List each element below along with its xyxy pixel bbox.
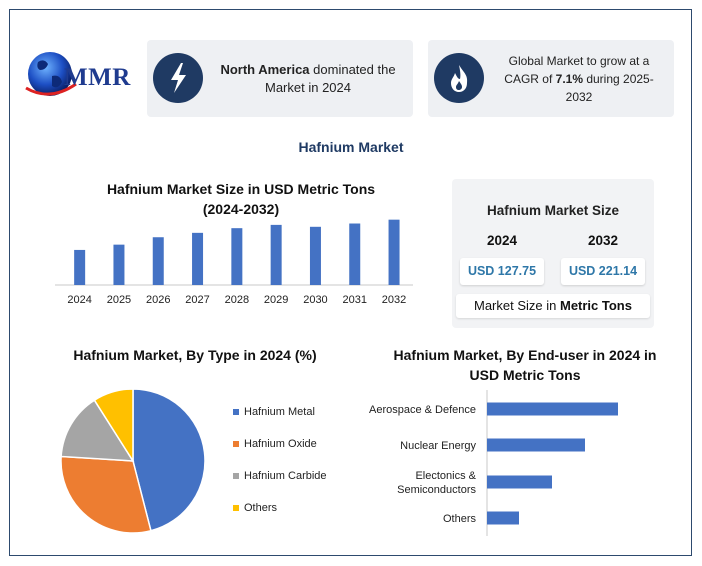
pie-slice [60, 399, 135, 462]
highlight-cagr-text: Global Market to grow at a CAGR of 7.1% … [492, 40, 666, 117]
end-year: 2032 [587, 233, 619, 248]
bar [192, 232, 204, 285]
x-tick-label: 2024 [67, 294, 91, 306]
highlight-region-bold: North America [220, 61, 310, 77]
legend-label: Hafnium Carbide [244, 470, 327, 482]
highlight-cagr-pre: Global Market to grow at a CAGR of [504, 53, 650, 86]
legend-item: Hafnium Oxide [233, 438, 317, 450]
x-tick-label: 2028 [225, 294, 249, 306]
y-tick-label: Others [443, 513, 477, 525]
highlight-region-text: North America dominated the Market in 20… [211, 40, 405, 117]
bar [74, 249, 86, 285]
market-size-bar-chart: 2024 2025 2026 2027 2028 2029 2030 2031 2032 [55, 219, 413, 306]
legend-swatch [233, 505, 239, 511]
legend-swatch [233, 473, 239, 479]
x-tick-label: 2030 [303, 294, 327, 306]
highlight-card-cagr: Global Market to grow at a CAGR of 7.1% … [428, 40, 674, 117]
legend-label: Others [244, 502, 278, 514]
bar [487, 438, 585, 452]
bar [152, 237, 164, 285]
x-tick-label: 2032 [382, 294, 406, 306]
unit-bold: Metric Tons [559, 298, 632, 313]
end-user-chart-title: Hafnium Market, By End-user in 2024 in U… [393, 347, 657, 383]
bar [231, 228, 243, 285]
x-tick-label: 2026 [146, 294, 170, 306]
highlight-cagr-post: during 2025-2032 [565, 71, 654, 104]
type-pie-chart-title: Hafnium Market, By Type in 2024 (%) [73, 347, 317, 363]
highlight-cagr-bold: 7.1% [555, 71, 583, 86]
legend-item: Hafnium Carbide [233, 470, 327, 482]
bar [487, 402, 618, 416]
legend-item: Hafnium Metal [233, 406, 315, 418]
y-tick-label: Nuclear Energy [400, 440, 476, 452]
lightning-icon [153, 53, 203, 103]
type-pie-chart [60, 388, 206, 534]
legend-label: Hafnium Oxide [244, 438, 317, 450]
pie-slice [132, 388, 206, 532]
end-value: USD 221.14 [561, 258, 645, 285]
mmr-logo: MMR [20, 48, 138, 104]
pie-slice [93, 388, 134, 464]
market-size-card-title: Hafnium Market Size [486, 203, 620, 218]
logo-text: MMR [64, 64, 131, 91]
unit-prefix: Market Size in [474, 298, 560, 313]
y-tick-label: Electonics & Semiconductors [397, 470, 477, 496]
pie-slice [60, 455, 152, 534]
y-tick-label: Aerospace & Defence [369, 404, 476, 416]
x-tick-label: 2027 [185, 294, 209, 306]
legend-item: Others [233, 502, 277, 514]
market-size-card: Hafnium Market Size 2024 2032 USD 127.75… [452, 179, 654, 328]
x-tick-label: 2025 [107, 294, 131, 306]
legend-swatch [233, 409, 239, 415]
market-size-unit: Market Size in Metric Tons [456, 294, 650, 318]
x-tick-label: 2031 [343, 294, 367, 306]
flame-icon [434, 53, 484, 103]
bar [309, 226, 321, 285]
start-value: USD 127.75 [460, 258, 544, 285]
bar [270, 224, 282, 285]
legend-swatch [233, 441, 239, 447]
bar [113, 244, 125, 285]
page-title: Hafnium Market [298, 139, 404, 155]
highlight-region-rest: dominated the Market in 2024 [265, 61, 396, 95]
end-user-bar-chart: Aerospace & Defence Nuclear Energy Electon… [369, 390, 618, 536]
bar [349, 223, 361, 285]
bar [388, 219, 400, 285]
highlight-card-region: North America dominated the Market in 20… [147, 40, 413, 117]
legend-label: Hafnium Metal [244, 406, 315, 418]
x-tick-label: 2029 [264, 294, 288, 306]
globe-icon [25, 52, 77, 96]
start-year: 2024 [486, 233, 518, 248]
market-size-chart-title: Hafnium Market Size in USD Metric Tons (… [106, 181, 376, 217]
bar [487, 511, 519, 525]
bar [487, 475, 552, 489]
